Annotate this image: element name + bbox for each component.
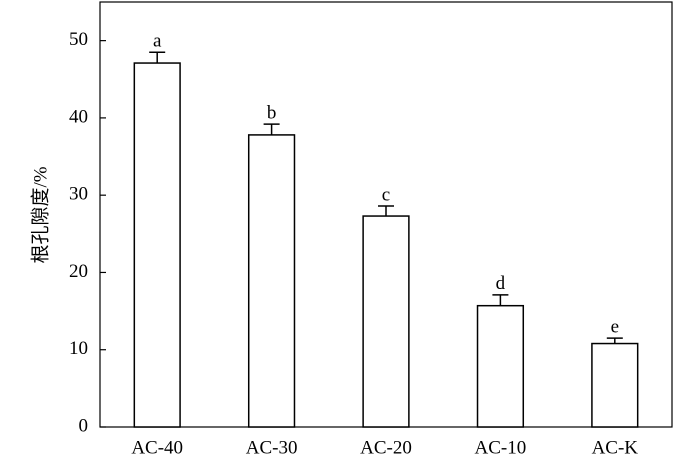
significance-letter: e: [611, 316, 619, 337]
bar: [476, 304, 525, 428]
y-tick-label: 0: [79, 415, 89, 436]
x-tick-label: AC-K: [592, 437, 639, 458]
x-tick-label: AC-10: [475, 437, 527, 458]
y-tick-label: 10: [69, 338, 88, 359]
bar: [362, 215, 410, 428]
x-tick-label: AC-20: [360, 437, 412, 458]
y-tick-label: 20: [69, 261, 88, 282]
significance-letter: a: [153, 31, 162, 52]
x-tick-label: AC-30: [246, 437, 298, 458]
bar: [591, 342, 639, 428]
significance-letter: c: [382, 184, 390, 205]
significance-letter: b: [267, 102, 277, 123]
y-tick-label: 30: [69, 184, 88, 205]
y-axis-label: 根孔隙度/%: [29, 166, 51, 263]
y-tick-label: 50: [69, 29, 88, 50]
significance-letter: d: [496, 273, 506, 294]
y-tick-label: 40: [69, 106, 88, 127]
bar: [247, 134, 296, 428]
x-tick-label: AC-40: [131, 437, 183, 458]
bar: [133, 62, 181, 428]
